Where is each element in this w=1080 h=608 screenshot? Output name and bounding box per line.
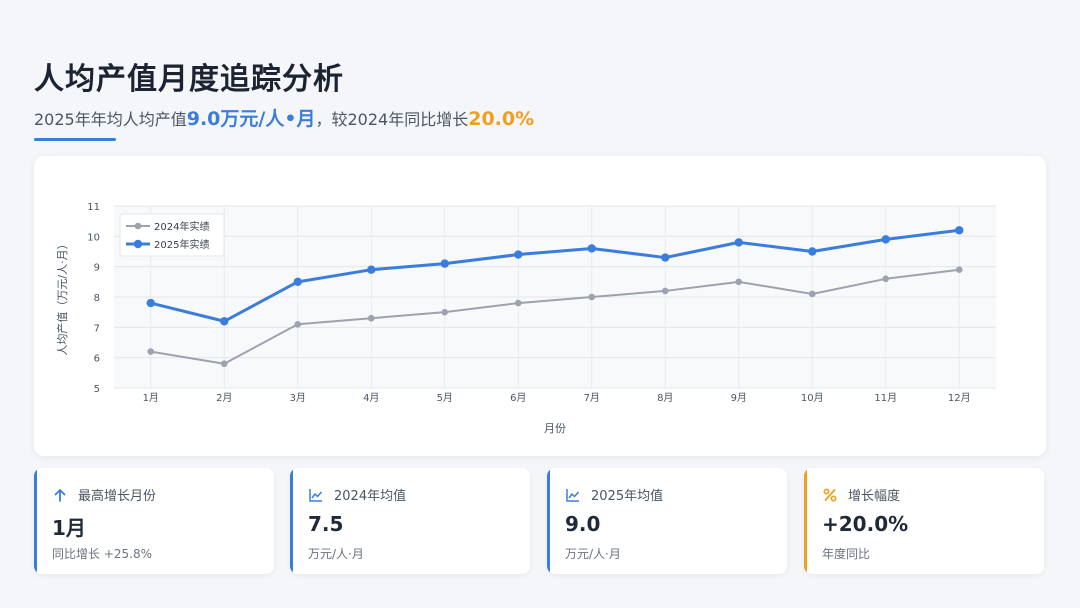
stat-value: 1月 xyxy=(52,512,86,541)
data-point xyxy=(221,360,228,367)
stat-note: 万元/人·月 xyxy=(565,545,621,562)
stat-note: 年度同比 xyxy=(822,545,870,562)
stat-note: 万元/人·月 xyxy=(308,545,364,562)
x-tick-label: 9月 xyxy=(731,392,747,404)
stat-label: 2024年均值 xyxy=(334,485,406,504)
stat-label: 最高增长月份 xyxy=(78,485,156,504)
y-tick-label: 7 xyxy=(94,323,100,334)
stat-card-2025-average: 2025年均值 9.0 万元/人·月 xyxy=(547,468,787,574)
y-tick-label: 10 xyxy=(87,232,100,243)
x-axis-title: 月份 xyxy=(544,422,566,435)
data-point xyxy=(441,259,449,267)
legend-swatch-marker xyxy=(134,240,142,248)
data-point xyxy=(294,278,302,286)
stat-card-growth: 增长幅度 +20.0% 年度同比 xyxy=(804,468,1044,574)
x-tick-label: 7月 xyxy=(584,392,600,404)
data-point xyxy=(441,309,448,316)
chart-card: 5 6 7 8 9 10 11 1月 2月 3月 4月 5月 6月 7月 8月 9月 10月 11月 12月月份 人均… xyxy=(34,156,1046,456)
data-point xyxy=(294,321,301,328)
y-tick-label: 6 xyxy=(94,354,100,365)
stat-card-accent xyxy=(34,468,37,574)
x-tick-label: 4月 xyxy=(363,392,379,404)
line-chart-icon xyxy=(308,487,324,503)
x-tick-label: 10月 xyxy=(801,392,824,404)
subtitle-prefix: 2025年年均人均产值 xyxy=(34,110,187,129)
data-point xyxy=(882,276,889,283)
data-point xyxy=(955,226,963,234)
data-point xyxy=(514,250,522,258)
stat-card-2024-average: 2024年均值 7.5 万元/人·月 xyxy=(290,468,530,574)
y-tick-label: 8 xyxy=(94,293,100,304)
data-point xyxy=(882,235,890,243)
data-point xyxy=(220,317,228,325)
data-point xyxy=(661,253,669,261)
data-point xyxy=(588,244,596,252)
data-point xyxy=(368,315,375,322)
title-underline xyxy=(34,138,116,141)
y-axis-title: 人均产值（万元/人·月） xyxy=(55,238,69,355)
x-tick-label: 2月 xyxy=(216,392,232,404)
stat-card-accent xyxy=(804,468,807,574)
x-tick-label: 3月 xyxy=(290,392,306,404)
y-tick-label: 11 xyxy=(87,202,100,213)
line-chart-icon xyxy=(565,487,581,503)
data-point xyxy=(147,348,154,355)
legend-label: 2024年实绩 xyxy=(154,220,209,233)
data-point xyxy=(808,247,816,255)
stat-value: 7.5 xyxy=(308,512,343,536)
stat-value: 9.0 xyxy=(565,512,600,536)
legend-label: 2025年实绩 xyxy=(154,238,209,251)
stat-card-accent xyxy=(547,468,550,574)
percent-icon xyxy=(822,487,838,503)
data-point xyxy=(662,288,669,295)
x-tick-label: 8月 xyxy=(657,392,673,404)
data-point xyxy=(515,300,522,307)
stat-card-peak-month: 最高增长月份 1月 同比增长 +25.8% xyxy=(34,468,274,574)
y-tick-label: 9 xyxy=(94,263,100,274)
data-point xyxy=(956,266,963,273)
data-point xyxy=(735,238,743,246)
data-point xyxy=(809,291,816,298)
x-tick-label: 12月 xyxy=(948,392,971,404)
subtitle-value: 9.0万元/人•月 xyxy=(187,108,316,130)
data-point xyxy=(735,279,742,286)
page-subtitle: 2025年年均人均产值9.0万元/人•月，较2024年同比增长20.0% xyxy=(34,104,534,131)
x-tick-label: 1月 xyxy=(143,392,159,404)
x-tick-label: 11月 xyxy=(874,392,897,404)
subtitle-growth: 20.0% xyxy=(468,108,534,130)
y-tick-label: 5 xyxy=(94,384,100,395)
stat-card-accent xyxy=(290,468,293,574)
stat-note: 同比增长 +25.8% xyxy=(52,545,152,562)
data-point xyxy=(147,299,155,307)
x-tick-label: 6月 xyxy=(510,392,526,404)
x-tick-label: 5月 xyxy=(437,392,453,404)
stat-label: 2025年均值 xyxy=(591,485,663,504)
legend-swatch-marker xyxy=(135,223,142,230)
data-point xyxy=(588,294,595,301)
arrow-up-icon xyxy=(52,487,68,503)
data-point xyxy=(367,266,375,274)
stat-value: +20.0% xyxy=(822,512,908,536)
page-title: 人均产值月度追踪分析 xyxy=(34,54,344,98)
stat-label: 增长幅度 xyxy=(848,485,900,504)
subtitle-mid: ，较2024年同比增长 xyxy=(315,110,468,129)
